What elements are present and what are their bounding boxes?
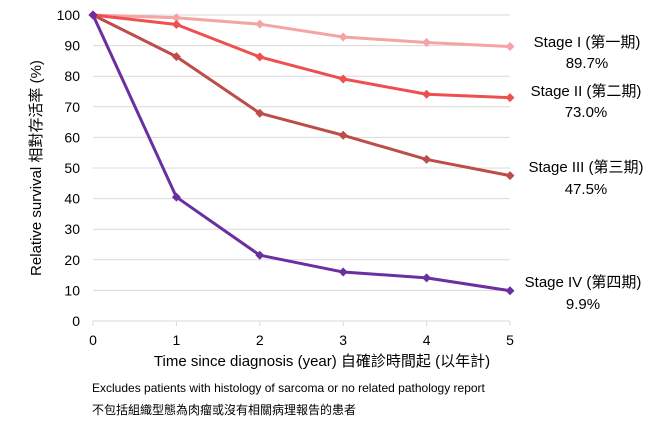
data-point-marker: [422, 273, 432, 283]
y-tick-label: 40: [64, 191, 80, 207]
series-line: [91, 13, 512, 293]
x-tick-label: 2: [256, 332, 264, 348]
grid-lines: [93, 14, 510, 291]
series-line: [91, 13, 512, 100]
data-point-marker: [171, 192, 181, 202]
x-tick-label: 5: [506, 332, 514, 348]
data-point-marker: [505, 42, 515, 52]
series-end-value-label: 73.0%: [565, 104, 608, 121]
data-point-marker: [171, 13, 181, 23]
x-tick-label: 4: [423, 332, 431, 348]
y-tick-label: 60: [64, 129, 80, 145]
y-tick-label: 0: [72, 313, 80, 329]
end-labels: Stage I (第一期) 89.7% Stage II (第二期) 73.0% Sta…: [525, 33, 644, 313]
data-point-marker: [255, 108, 265, 118]
series-end-value-label: 47.5%: [565, 181, 608, 198]
data-point-marker: [338, 130, 348, 140]
series-name-label: Stage I (第一期): [534, 33, 641, 51]
data-point-marker: [505, 286, 515, 296]
data-point-marker: [255, 250, 265, 260]
x-axis-label: Time since diagnosis (year) 自確診時間起 (以年計): [154, 353, 490, 370]
y-tick-label: 50: [64, 160, 80, 176]
series-end-value-label: 9.9%: [566, 296, 600, 313]
x-tick-label: 3: [339, 332, 347, 348]
series-line: [91, 13, 512, 49]
series-line: [91, 13, 512, 178]
y-tick-label: 20: [64, 252, 80, 268]
series-name-label: Stage IV (第四期): [525, 273, 642, 291]
footnote-chinese: 不包括組織型態為肉瘤或沒有相關病理報告的患者: [92, 403, 357, 417]
axes: [92, 320, 511, 326]
tick-labels: 0 10 20 30 40 50 60 70 80 90 100 0 1 2 3 4 5: [57, 7, 514, 348]
y-tick-label: 80: [64, 68, 80, 84]
data-point-marker: [505, 171, 515, 181]
data-point-marker: [338, 32, 348, 42]
data-point-marker: [422, 154, 432, 164]
y-tick-label: 100: [57, 7, 81, 23]
series-name-label: Stage II (第二期): [531, 82, 642, 100]
data-point-marker: [171, 19, 181, 29]
data-point-marker: [422, 38, 432, 48]
data-point-marker: [338, 267, 348, 277]
series-name-label: Stage III (第三期): [528, 158, 643, 176]
x-tick-label: 1: [173, 332, 181, 348]
y-tick-label: 70: [64, 99, 80, 115]
data-point-marker: [88, 10, 98, 20]
data-point-marker: [338, 74, 348, 84]
footnote-english: Excludes patients with histology of sarc…: [92, 381, 485, 395]
data-point-marker: [171, 52, 181, 62]
data-point-marker: [422, 89, 432, 99]
data-point-marker: [255, 52, 265, 62]
data-point-marker: [255, 19, 265, 29]
series-end-value-label: 89.7%: [566, 55, 609, 72]
y-tick-label: 90: [64, 38, 80, 54]
y-axis-label: Relative survival 相對存活率 (%): [28, 60, 45, 276]
y-tick-label: 10: [64, 282, 80, 298]
series-group: [88, 10, 515, 296]
data-point-marker: [505, 93, 515, 103]
y-tick-label: 30: [64, 221, 80, 237]
x-tick-label: 0: [89, 332, 97, 348]
